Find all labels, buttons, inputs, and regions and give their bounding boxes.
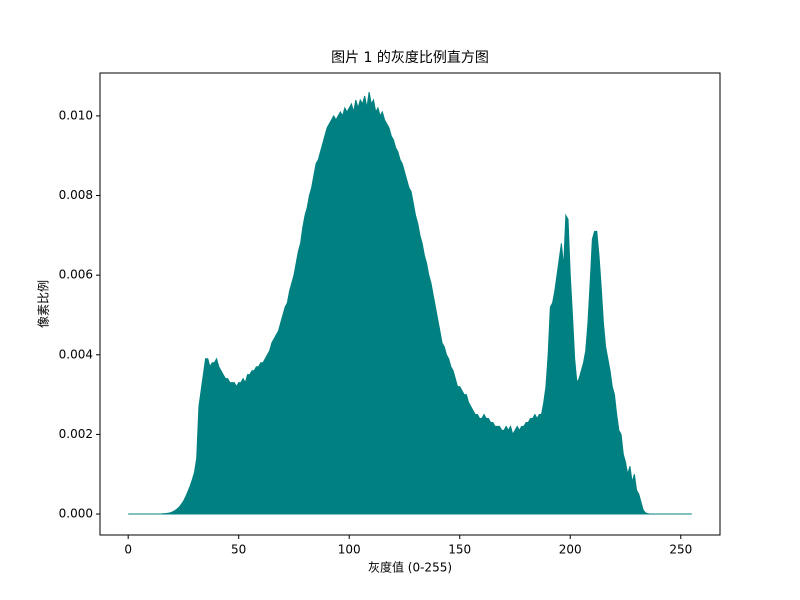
plot-frame	[99, 72, 721, 536]
x-tick-label: 100	[338, 543, 361, 557]
area	[128, 91, 692, 515]
y-tick-label: 0.002	[59, 427, 93, 441]
x-tick-label: 200	[559, 543, 582, 557]
x-tick-label: 250	[669, 543, 692, 557]
y-axis-label: 像素比例	[37, 280, 51, 328]
y-tick-label: 0.010	[59, 108, 93, 122]
x-axis-label: 灰度值 (0-255)	[368, 560, 452, 575]
y-tick-label: 0.008	[59, 188, 93, 202]
y-tick-label: 0.000	[59, 507, 93, 521]
chart-title: 图片 1 的灰度比例直方图	[331, 49, 489, 66]
y-tick-label: 0.006	[59, 268, 93, 282]
x-tick-label: 150	[448, 543, 471, 557]
x-tick-label: 50	[231, 543, 246, 557]
y-tick-label: 0.004	[59, 347, 93, 361]
x-tick-label: 0	[124, 543, 132, 557]
